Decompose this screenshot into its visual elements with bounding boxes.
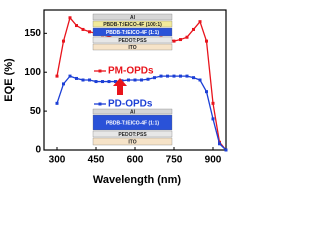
x-tick-label: 900 bbox=[205, 155, 222, 166]
data-point bbox=[62, 39, 65, 43]
data-point bbox=[211, 117, 215, 121]
device-layer-label: PBDB-T:IEICO-4F (1:1) bbox=[106, 30, 159, 36]
data-point bbox=[107, 34, 111, 38]
y-tick-label: 50 bbox=[30, 106, 42, 117]
device-layer-label: PEDOT:PSS bbox=[118, 132, 147, 138]
device-layer-label: Al bbox=[130, 109, 136, 115]
x-tick-label: 600 bbox=[127, 155, 144, 166]
y-tick-label: 0 bbox=[35, 145, 41, 156]
legend-marker bbox=[98, 102, 102, 106]
device-layer bbox=[92, 108, 173, 115]
data-point bbox=[146, 77, 150, 81]
data-point bbox=[192, 76, 195, 80]
y-tick-label: 150 bbox=[24, 28, 41, 39]
y-tick-label: 100 bbox=[24, 67, 41, 78]
device-layer-label: ITO bbox=[128, 45, 136, 51]
data-point bbox=[133, 78, 137, 82]
legend-label: PD-OPDs bbox=[108, 99, 153, 110]
data-point bbox=[218, 142, 221, 146]
data-point bbox=[81, 27, 85, 31]
data-point bbox=[166, 74, 169, 78]
data-point bbox=[172, 74, 176, 78]
data-point bbox=[179, 74, 182, 78]
data-point bbox=[88, 78, 91, 82]
data-point bbox=[205, 39, 208, 43]
chart: Wavelength (nm) EQE (%) 300 450 600 750 900 0… bbox=[3, 9, 228, 186]
device-layer bbox=[92, 130, 173, 138]
device-layer bbox=[92, 36, 173, 44]
data-point bbox=[172, 39, 176, 43]
y-axis-label: EQE (%) bbox=[3, 58, 15, 102]
data-point bbox=[179, 38, 182, 42]
data-point bbox=[198, 20, 202, 24]
legend-label: PM-OPDs bbox=[108, 66, 154, 77]
data-point bbox=[55, 74, 59, 78]
device-layer-label: Al bbox=[130, 15, 136, 21]
device-layer-label: PBDB-T:IEICO-4F (100:1) bbox=[103, 22, 162, 28]
data-point bbox=[81, 78, 85, 82]
device-layer bbox=[92, 27, 173, 37]
data-point bbox=[185, 74, 189, 78]
data-point bbox=[224, 148, 228, 152]
data-point bbox=[94, 80, 98, 84]
data-point bbox=[68, 74, 72, 78]
device-layer-label: PBDB-T:IEICO-4F (1:1) bbox=[106, 120, 159, 126]
data-point bbox=[101, 80, 104, 84]
data-point bbox=[153, 76, 156, 80]
data-point bbox=[75, 24, 78, 28]
data-point bbox=[88, 30, 91, 34]
data-point bbox=[62, 82, 65, 86]
device-layer bbox=[92, 114, 173, 131]
data-point bbox=[114, 80, 117, 84]
device-layer bbox=[92, 13, 173, 21]
data-point bbox=[205, 90, 208, 94]
data-point bbox=[211, 101, 215, 105]
data-point bbox=[55, 101, 59, 105]
data-point bbox=[198, 78, 202, 82]
device-layer-label: ITO bbox=[128, 139, 136, 145]
device-layer-label: PEDOT:PSS bbox=[118, 38, 147, 44]
data-point bbox=[159, 74, 163, 78]
data-point bbox=[192, 27, 195, 31]
device-layer bbox=[92, 137, 173, 146]
arrow bbox=[113, 78, 127, 95]
x-tick-label: 300 bbox=[49, 155, 66, 166]
data-point bbox=[68, 16, 72, 20]
data-point bbox=[185, 35, 189, 39]
data-point bbox=[140, 78, 143, 82]
data-point bbox=[107, 80, 111, 84]
data-point bbox=[127, 78, 130, 82]
data-point bbox=[75, 76, 78, 80]
x-tick-label: 450 bbox=[88, 155, 105, 166]
device-layer bbox=[92, 20, 173, 28]
x-tick-label: 750 bbox=[166, 155, 183, 166]
x-axis-label: Wavelength (nm) bbox=[93, 174, 182, 186]
device-layer bbox=[92, 43, 173, 51]
legend-marker bbox=[98, 69, 102, 73]
